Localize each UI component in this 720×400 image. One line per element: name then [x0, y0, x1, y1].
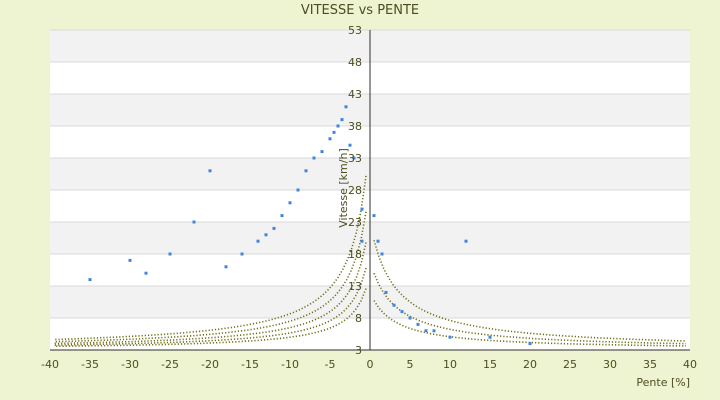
data-point	[208, 169, 212, 173]
data-point	[312, 156, 316, 160]
model-curve	[373, 272, 687, 345]
data-point	[344, 105, 348, 109]
data-point	[392, 303, 396, 307]
y-tick-label: 13	[348, 280, 362, 293]
data-points	[88, 105, 532, 346]
y-tick-label: 43	[348, 88, 362, 101]
x-tick-label: 25	[563, 358, 577, 371]
y-tick-label: 8	[355, 312, 362, 325]
data-point	[256, 239, 260, 243]
data-point	[408, 316, 412, 320]
data-point	[348, 143, 352, 147]
x-tick-label: -30	[121, 358, 139, 371]
x-tick-label: -10	[281, 358, 299, 371]
data-point	[192, 220, 196, 224]
data-point	[296, 188, 300, 192]
x-axis-label: Pente [%]	[636, 376, 690, 389]
data-point	[352, 156, 356, 160]
data-point	[288, 201, 292, 205]
data-point	[320, 150, 324, 154]
y-tick-label: 48	[348, 56, 362, 69]
y-tick-label: 53	[348, 24, 362, 37]
data-point	[432, 329, 436, 333]
data-point	[280, 214, 284, 218]
model-curves	[53, 175, 687, 348]
data-point	[380, 252, 384, 256]
x-tick-labels: -40 -35 -30 -25 -20 -15 -10 -5 0 5 10 15 20 25 30 35 40	[41, 358, 697, 371]
data-point	[360, 239, 364, 243]
data-point	[360, 207, 364, 211]
data-point	[336, 124, 340, 128]
data-point	[240, 252, 244, 256]
y-tick-label: 33	[348, 152, 362, 165]
y-tick-label: 23	[348, 216, 362, 229]
data-point	[400, 310, 404, 314]
data-point	[464, 239, 468, 243]
chart-title: VITESSE vs PENTE	[301, 3, 419, 18]
x-tick-label: 40	[683, 358, 697, 371]
x-tick-label: 35	[643, 358, 657, 371]
x-tick-label: -35	[81, 358, 99, 371]
axes	[50, 30, 690, 351]
x-tick-label: 20	[523, 358, 537, 371]
data-point	[272, 226, 276, 230]
data-point	[328, 137, 332, 141]
model-curve	[53, 242, 367, 345]
x-tick-label: 0	[367, 358, 374, 371]
model-curve	[53, 288, 367, 348]
data-point	[264, 233, 268, 237]
x-tick-label: -25	[161, 358, 179, 371]
data-point	[424, 329, 428, 333]
model-curve	[53, 211, 367, 343]
data-point	[528, 342, 532, 346]
x-tick-label: -5	[325, 358, 336, 371]
x-tick-label: 15	[483, 358, 497, 371]
y-tick-label: 18	[348, 248, 362, 261]
data-point	[372, 214, 376, 218]
data-point	[128, 258, 132, 262]
y-axis-label: Vitesse [km/h]	[337, 148, 350, 228]
data-point	[332, 130, 336, 134]
data-point	[448, 335, 452, 339]
data-point	[376, 239, 380, 243]
data-point	[488, 335, 492, 339]
x-tick-label: 10	[443, 358, 457, 371]
y-tick-label: 38	[348, 120, 362, 133]
x-tick-label: -40	[41, 358, 59, 371]
data-point	[224, 265, 228, 269]
data-point	[88, 278, 92, 282]
y-tick-label: 28	[348, 184, 362, 197]
data-point	[416, 322, 420, 326]
x-tick-label: -15	[241, 358, 259, 371]
data-point	[304, 169, 308, 173]
x-tick-label: -20	[201, 358, 219, 371]
data-point	[340, 118, 344, 122]
x-tick-label: 30	[603, 358, 617, 371]
model-curve	[53, 267, 367, 346]
x-tick-label: 5	[407, 358, 414, 371]
data-point	[144, 271, 148, 275]
data-point	[384, 290, 388, 294]
data-point	[168, 252, 172, 256]
y-tick-label: 3	[355, 344, 362, 357]
